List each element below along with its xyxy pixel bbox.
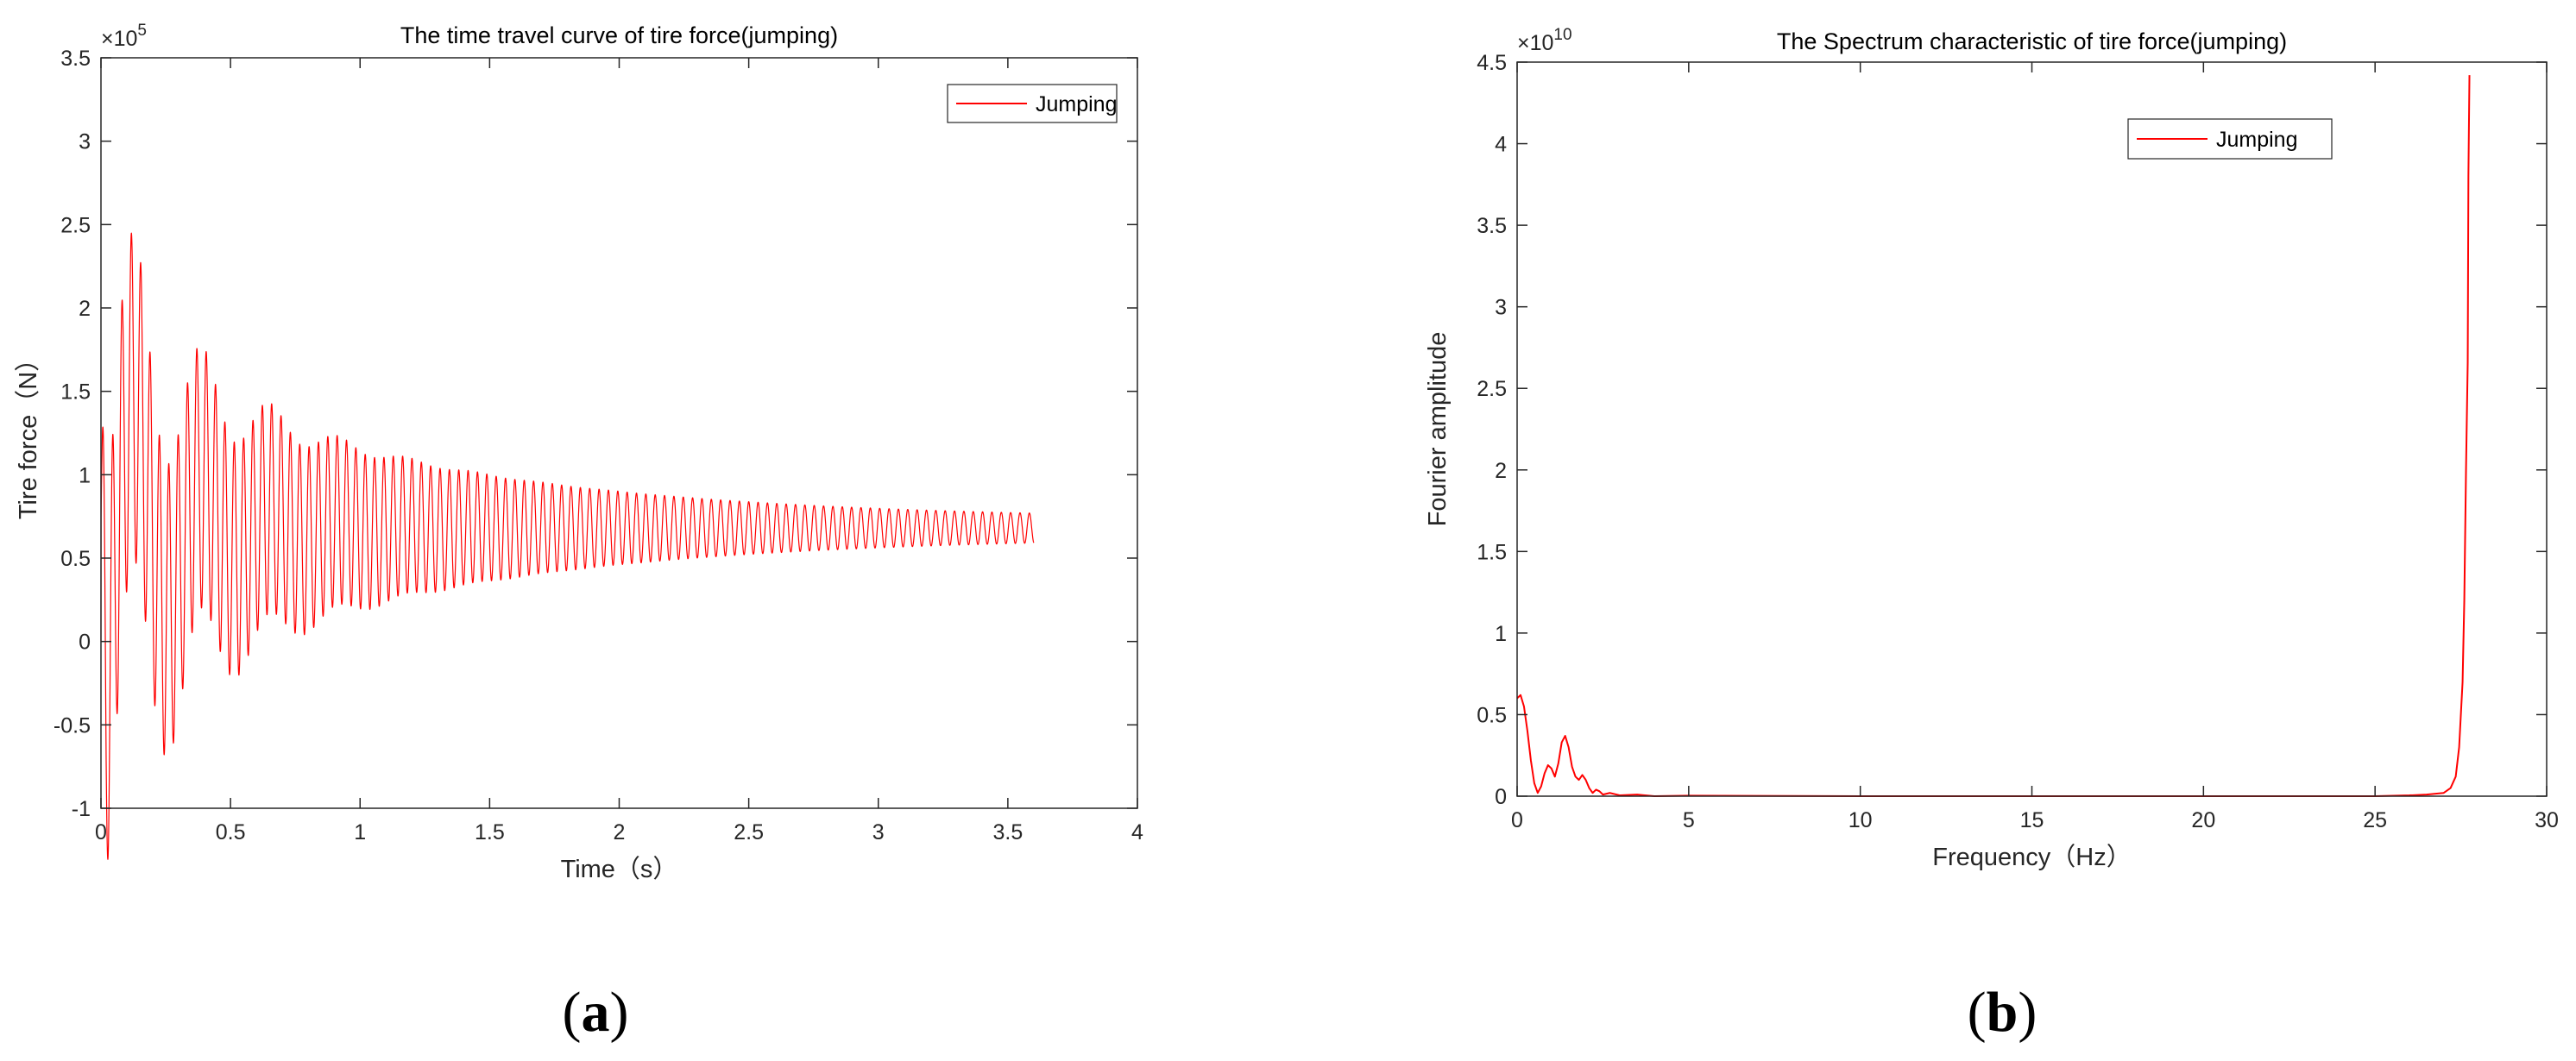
y-exponent-label: ×105 xyxy=(101,22,147,51)
y-tick-label: 1.5 xyxy=(1477,540,1507,564)
x-tick-label: 4 xyxy=(1131,820,1143,844)
y-tick-label: 0.5 xyxy=(1477,703,1507,727)
x-tick-label: 10 xyxy=(1849,808,1873,832)
series-line-b xyxy=(1516,75,2471,797)
plot-area xyxy=(101,58,1137,808)
y-tick-label: -0.5 xyxy=(54,713,91,738)
y-tick-label: 3.5 xyxy=(1477,214,1507,238)
x-tick-label: 2.5 xyxy=(734,820,764,844)
chart-title: The time travel curve of tire force(jump… xyxy=(400,22,838,48)
y-axis-label: Fourier amplitude xyxy=(1424,332,1452,527)
x-tick-label: 0 xyxy=(95,820,107,844)
y-tick-label: 0 xyxy=(79,631,91,655)
x-tick-label: 20 xyxy=(2191,808,2215,832)
y-tick-label: 4.5 xyxy=(1477,51,1507,75)
y-tick-label: -1 xyxy=(72,797,91,821)
y-tick-label: 0.5 xyxy=(60,547,91,571)
x-tick-label: 25 xyxy=(2363,808,2387,832)
chart-a: 0 0.5 1 1.5 2 2.5 3 3.5 4 -1 -0.5 0 0.5 1 1.5 2 2.5 3 3.5 ×… xyxy=(15,22,1143,1044)
y-tick-label: 3 xyxy=(79,130,91,154)
x-tick-label: 3 xyxy=(872,820,885,844)
chart-b: 0 5 10 15 20 25 30 0 0.5 1 1.5 2 2.5 3 3.5 4 4.5 ×1010 The… xyxy=(1424,26,2559,1044)
x-tick-label: 0 xyxy=(1511,808,1523,832)
y-exponent-label: ×1010 xyxy=(1517,26,1572,55)
y-tick-label: 1.5 xyxy=(60,380,91,405)
chart-title: The Spectrum characteristic of tire forc… xyxy=(1777,28,2287,54)
legend-label: Jumping xyxy=(2216,128,2298,152)
y-tick-label: 4 xyxy=(1495,133,1507,157)
series-line-a xyxy=(100,232,1035,860)
y-tick-label: 0 xyxy=(1495,785,1507,809)
x-tick-label: 30 xyxy=(2535,808,2559,832)
x-axis-label: Frequency（Hz） xyxy=(1932,844,2131,871)
legend: Jumping xyxy=(2127,118,2333,160)
legend: Jumping xyxy=(947,84,1118,123)
y-tick-label: 2 xyxy=(1495,459,1507,483)
x-tick-label: 15 xyxy=(2020,808,2044,832)
y-tick-label: 3.5 xyxy=(60,47,91,71)
x-tick-label: 0.5 xyxy=(216,820,246,844)
x-tick-label: 2 xyxy=(614,820,626,844)
x-axis-label: Time（s） xyxy=(561,856,678,883)
y-tick-label: 2 xyxy=(79,297,91,321)
y-tick-label: 2.5 xyxy=(1477,377,1507,401)
x-tick-label: 1 xyxy=(354,820,366,844)
plot-area xyxy=(1517,62,2547,796)
legend-label: Jumping xyxy=(1036,92,1118,116)
panel-label-a: (a) xyxy=(563,981,629,1044)
panel-label-b: (b) xyxy=(1968,981,2037,1044)
x-tick-label: 3.5 xyxy=(992,820,1023,844)
y-axis-label: Tire force（N） xyxy=(15,347,42,519)
y-tick-label: 1 xyxy=(1495,622,1507,646)
x-tick-label: 5 xyxy=(1683,808,1695,832)
y-tick-label: 1 xyxy=(79,463,91,487)
x-tick-label: 1.5 xyxy=(475,820,505,844)
y-tick-label: 3 xyxy=(1495,296,1507,320)
y-tick-label: 2.5 xyxy=(60,213,91,237)
